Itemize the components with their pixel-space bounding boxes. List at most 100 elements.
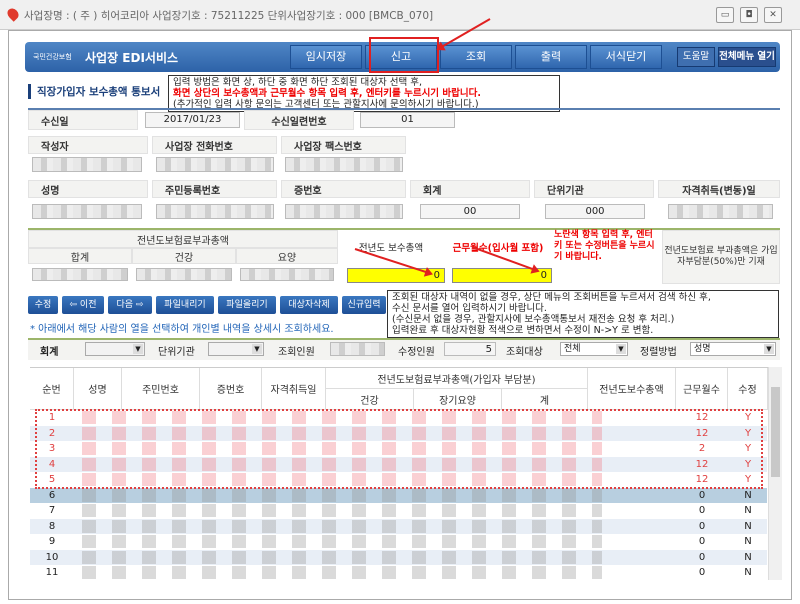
- qual-label: 자격취득(변동)일: [658, 180, 780, 198]
- blurred-personal-data: [82, 411, 602, 424]
- sort-select[interactable]: 성명 ▼: [690, 342, 776, 356]
- next-button[interactable]: 다음 ⇨: [108, 296, 152, 314]
- col-premium-group: 전년도보험료부과총액(가입자 부담분): [326, 368, 588, 389]
- print-button[interactable]: 출력: [515, 45, 587, 69]
- new-entry-button[interactable]: 신규입력: [342, 296, 386, 314]
- col-salary: 전년도보수총액: [588, 368, 676, 410]
- row-modified: Y: [744, 443, 752, 454]
- account-select[interactable]: ▼: [85, 342, 145, 356]
- row-months: 12: [695, 412, 709, 423]
- blurred-personal-data: [82, 535, 602, 548]
- col-no: 순번: [30, 368, 74, 410]
- premium-total-field[interactable]: [32, 268, 128, 281]
- row-no: 6: [48, 489, 56, 501]
- temp-save-button[interactable]: 임시저장: [290, 45, 362, 69]
- file-download-button[interactable]: 파일내리기: [156, 296, 214, 314]
- premium-total-label: 합계: [28, 248, 132, 264]
- scrollbar[interactable]: [768, 367, 782, 580]
- table-row[interactable]: 8 0 N: [30, 518, 767, 535]
- highlight-box: [369, 37, 439, 73]
- notice-line: (추가적인 입력 사항 문의는 고객센터 또는 관할지사에 문의하시기 바랍니다…: [173, 99, 479, 110]
- name-label: 성명: [28, 180, 148, 198]
- modified-count-label: 수정인원: [398, 347, 435, 358]
- col-care: 장기요양: [414, 389, 502, 410]
- rrn-label: 주민등록번호: [152, 180, 277, 198]
- prev-button[interactable]: ⇦ 이전: [62, 296, 104, 314]
- report-button[interactable]: 신고: [365, 45, 437, 69]
- service-title: 사업장 EDI서비스: [85, 51, 179, 65]
- col-rrn: 주민번호: [122, 368, 200, 410]
- notice-line: 조회된 대상자 내역이 없을 경우, 상단 메뉴의 조회버튼을 누르셔서 검색 …: [392, 292, 711, 303]
- table-row[interactable]: 2 12 Y: [30, 425, 767, 442]
- filter-unit-label: 단위기관: [158, 347, 195, 358]
- blurred-personal-data: [82, 426, 602, 440]
- blurred-personal-data: [82, 519, 602, 533]
- col-qual: 자격취득일: [262, 368, 326, 410]
- restore-button[interactable]: ◘: [740, 7, 758, 23]
- row-no: 11: [45, 567, 59, 578]
- nhis-logo: 국민건강보험: [33, 53, 72, 61]
- table-row[interactable]: 9 0 N: [30, 534, 767, 550]
- col-name: 성명: [74, 368, 122, 410]
- premium-health-field[interactable]: [136, 268, 232, 281]
- account-field[interactable]: 00: [420, 204, 520, 219]
- input-instructions: 입력 방법은 화면 상, 하단 중 화면 하단 조회된 대상자 선택 후, 화면…: [168, 75, 560, 112]
- modified-count-field: 5: [444, 342, 496, 356]
- months-input[interactable]: 0: [452, 268, 552, 283]
- blurred-personal-data: [82, 504, 602, 517]
- row-modified: N: [744, 567, 752, 578]
- close-form-button[interactable]: 서식닫기: [590, 45, 662, 69]
- blurred-personal-data: [82, 442, 602, 455]
- sort-value: 성명: [694, 344, 711, 354]
- receive-serial-field[interactable]: 01: [360, 112, 455, 128]
- writer-field[interactable]: [32, 157, 142, 172]
- unit-field[interactable]: 000: [545, 204, 645, 219]
- table-row[interactable]: 6 0 N: [30, 487, 767, 504]
- sort-label: 정렬방법: [640, 347, 677, 358]
- table-row[interactable]: 10 0 N: [30, 549, 767, 566]
- receive-date-field[interactable]: 2017/01/23: [145, 112, 240, 128]
- unit-label: 단위기관: [534, 180, 654, 198]
- row-modified: Y: [744, 458, 752, 470]
- cert-field[interactable]: [285, 204, 403, 219]
- col-cert: 증번호: [200, 368, 262, 410]
- row-no: 7: [48, 505, 56, 516]
- file-upload-button[interactable]: 파일올리기: [218, 296, 276, 314]
- chevron-down-icon: ▼: [252, 344, 262, 354]
- scroll-thumb[interactable]: [771, 387, 780, 477]
- months-label: 근무월수(입사월 포함): [452, 243, 544, 254]
- fax-field[interactable]: [285, 157, 403, 172]
- row-no: 4: [48, 458, 56, 470]
- target-select[interactable]: 전체 ▼: [560, 342, 628, 356]
- all-menu-button[interactable]: 전체메뉴 열기: [718, 47, 776, 67]
- name-field[interactable]: [32, 204, 142, 219]
- table-row[interactable]: 5 12 Y: [30, 472, 767, 488]
- query-count-field: [330, 342, 385, 356]
- modify-button[interactable]: 수정: [28, 296, 58, 314]
- notice-line: (수신문서 없을 경우, 관할지사에 보수총액통보서 재전송 요청 후 처리.): [392, 314, 675, 325]
- blurred-personal-data: [82, 566, 602, 579]
- help-button[interactable]: 도움말: [677, 47, 715, 67]
- unit-select[interactable]: ▼: [208, 342, 264, 356]
- row-months: 0: [698, 551, 706, 563]
- table-row[interactable]: 3 2 Y: [30, 441, 767, 457]
- highlight-box: [35, 409, 763, 489]
- rrn-field[interactable]: [156, 204, 274, 219]
- salary-input[interactable]: 0: [347, 268, 445, 283]
- row-months: 2: [698, 443, 706, 454]
- table-row[interactable]: 1 12 Y: [30, 410, 767, 426]
- col-modified: 수정: [728, 368, 768, 410]
- close-button[interactable]: ✕: [764, 7, 782, 23]
- row-months: 0: [698, 536, 706, 547]
- row-months: 0: [698, 520, 706, 532]
- table-row[interactable]: 7 0 N: [30, 503, 767, 519]
- qual-field[interactable]: [668, 204, 773, 219]
- delete-target-button[interactable]: 대상자삭제: [280, 296, 338, 314]
- premium-care-field[interactable]: [240, 268, 334, 281]
- table-row[interactable]: 11 0 N: [30, 565, 767, 581]
- minimize-button[interactable]: ▭: [716, 7, 734, 23]
- query-button[interactable]: 조회: [440, 45, 512, 69]
- table-row[interactable]: 4 12 Y: [30, 456, 767, 473]
- notice-line: 수신 문서를 열어 입력하시기 바랍니다.: [392, 303, 547, 314]
- phone-field[interactable]: [156, 157, 274, 172]
